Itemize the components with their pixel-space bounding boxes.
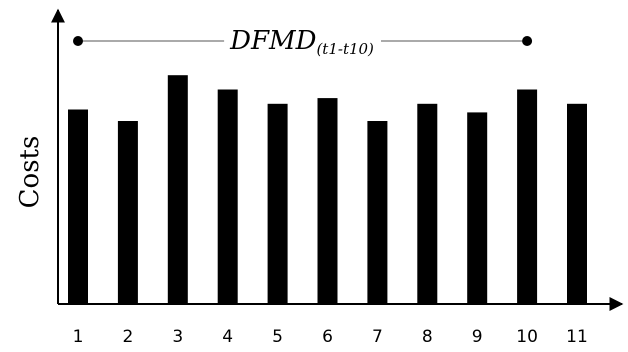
bar-10	[517, 89, 538, 304]
x-tick-label-2: 2	[122, 327, 133, 347]
y-axis-label: Costs	[15, 136, 45, 209]
bar-8	[417, 103, 438, 304]
x-tick-label-8: 8	[422, 327, 433, 347]
annotation-subscript: (t1-t10)	[316, 40, 374, 58]
bar-11	[567, 103, 587, 304]
bar-group	[68, 75, 587, 305]
bar-9	[467, 112, 488, 305]
bar-4	[217, 89, 238, 304]
annotation-end-dot	[522, 36, 533, 46]
x-tick-label-6: 6	[322, 327, 333, 347]
annotation-start-dot	[73, 36, 83, 46]
bar-3	[167, 75, 188, 304]
x-tick-label-9: 9	[472, 327, 483, 347]
bar-7	[367, 121, 388, 304]
x-tick-label-4: 4	[222, 327, 233, 347]
x-tick-label-10: 10	[516, 327, 538, 347]
x-tick-label-5: 5	[272, 327, 283, 347]
annotation-main-text: DFMD	[229, 26, 317, 56]
x-tick-labels: 1 2 3 4 5 6 7 8 9 10 11	[73, 327, 588, 347]
x-tick-label-7: 7	[372, 327, 383, 347]
bar-6	[317, 98, 338, 304]
bar-2	[117, 121, 138, 304]
x-tick-label-1: 1	[73, 327, 84, 347]
annotation-label: DFMD(t1-t10)	[229, 26, 374, 58]
x-tick-label-11: 11	[566, 327, 588, 347]
x-tick-label-3: 3	[172, 327, 183, 347]
bar-1	[68, 109, 88, 304]
dfmd-annotation: DFMD(t1-t10)	[73, 26, 533, 58]
bar-5	[267, 103, 288, 304]
